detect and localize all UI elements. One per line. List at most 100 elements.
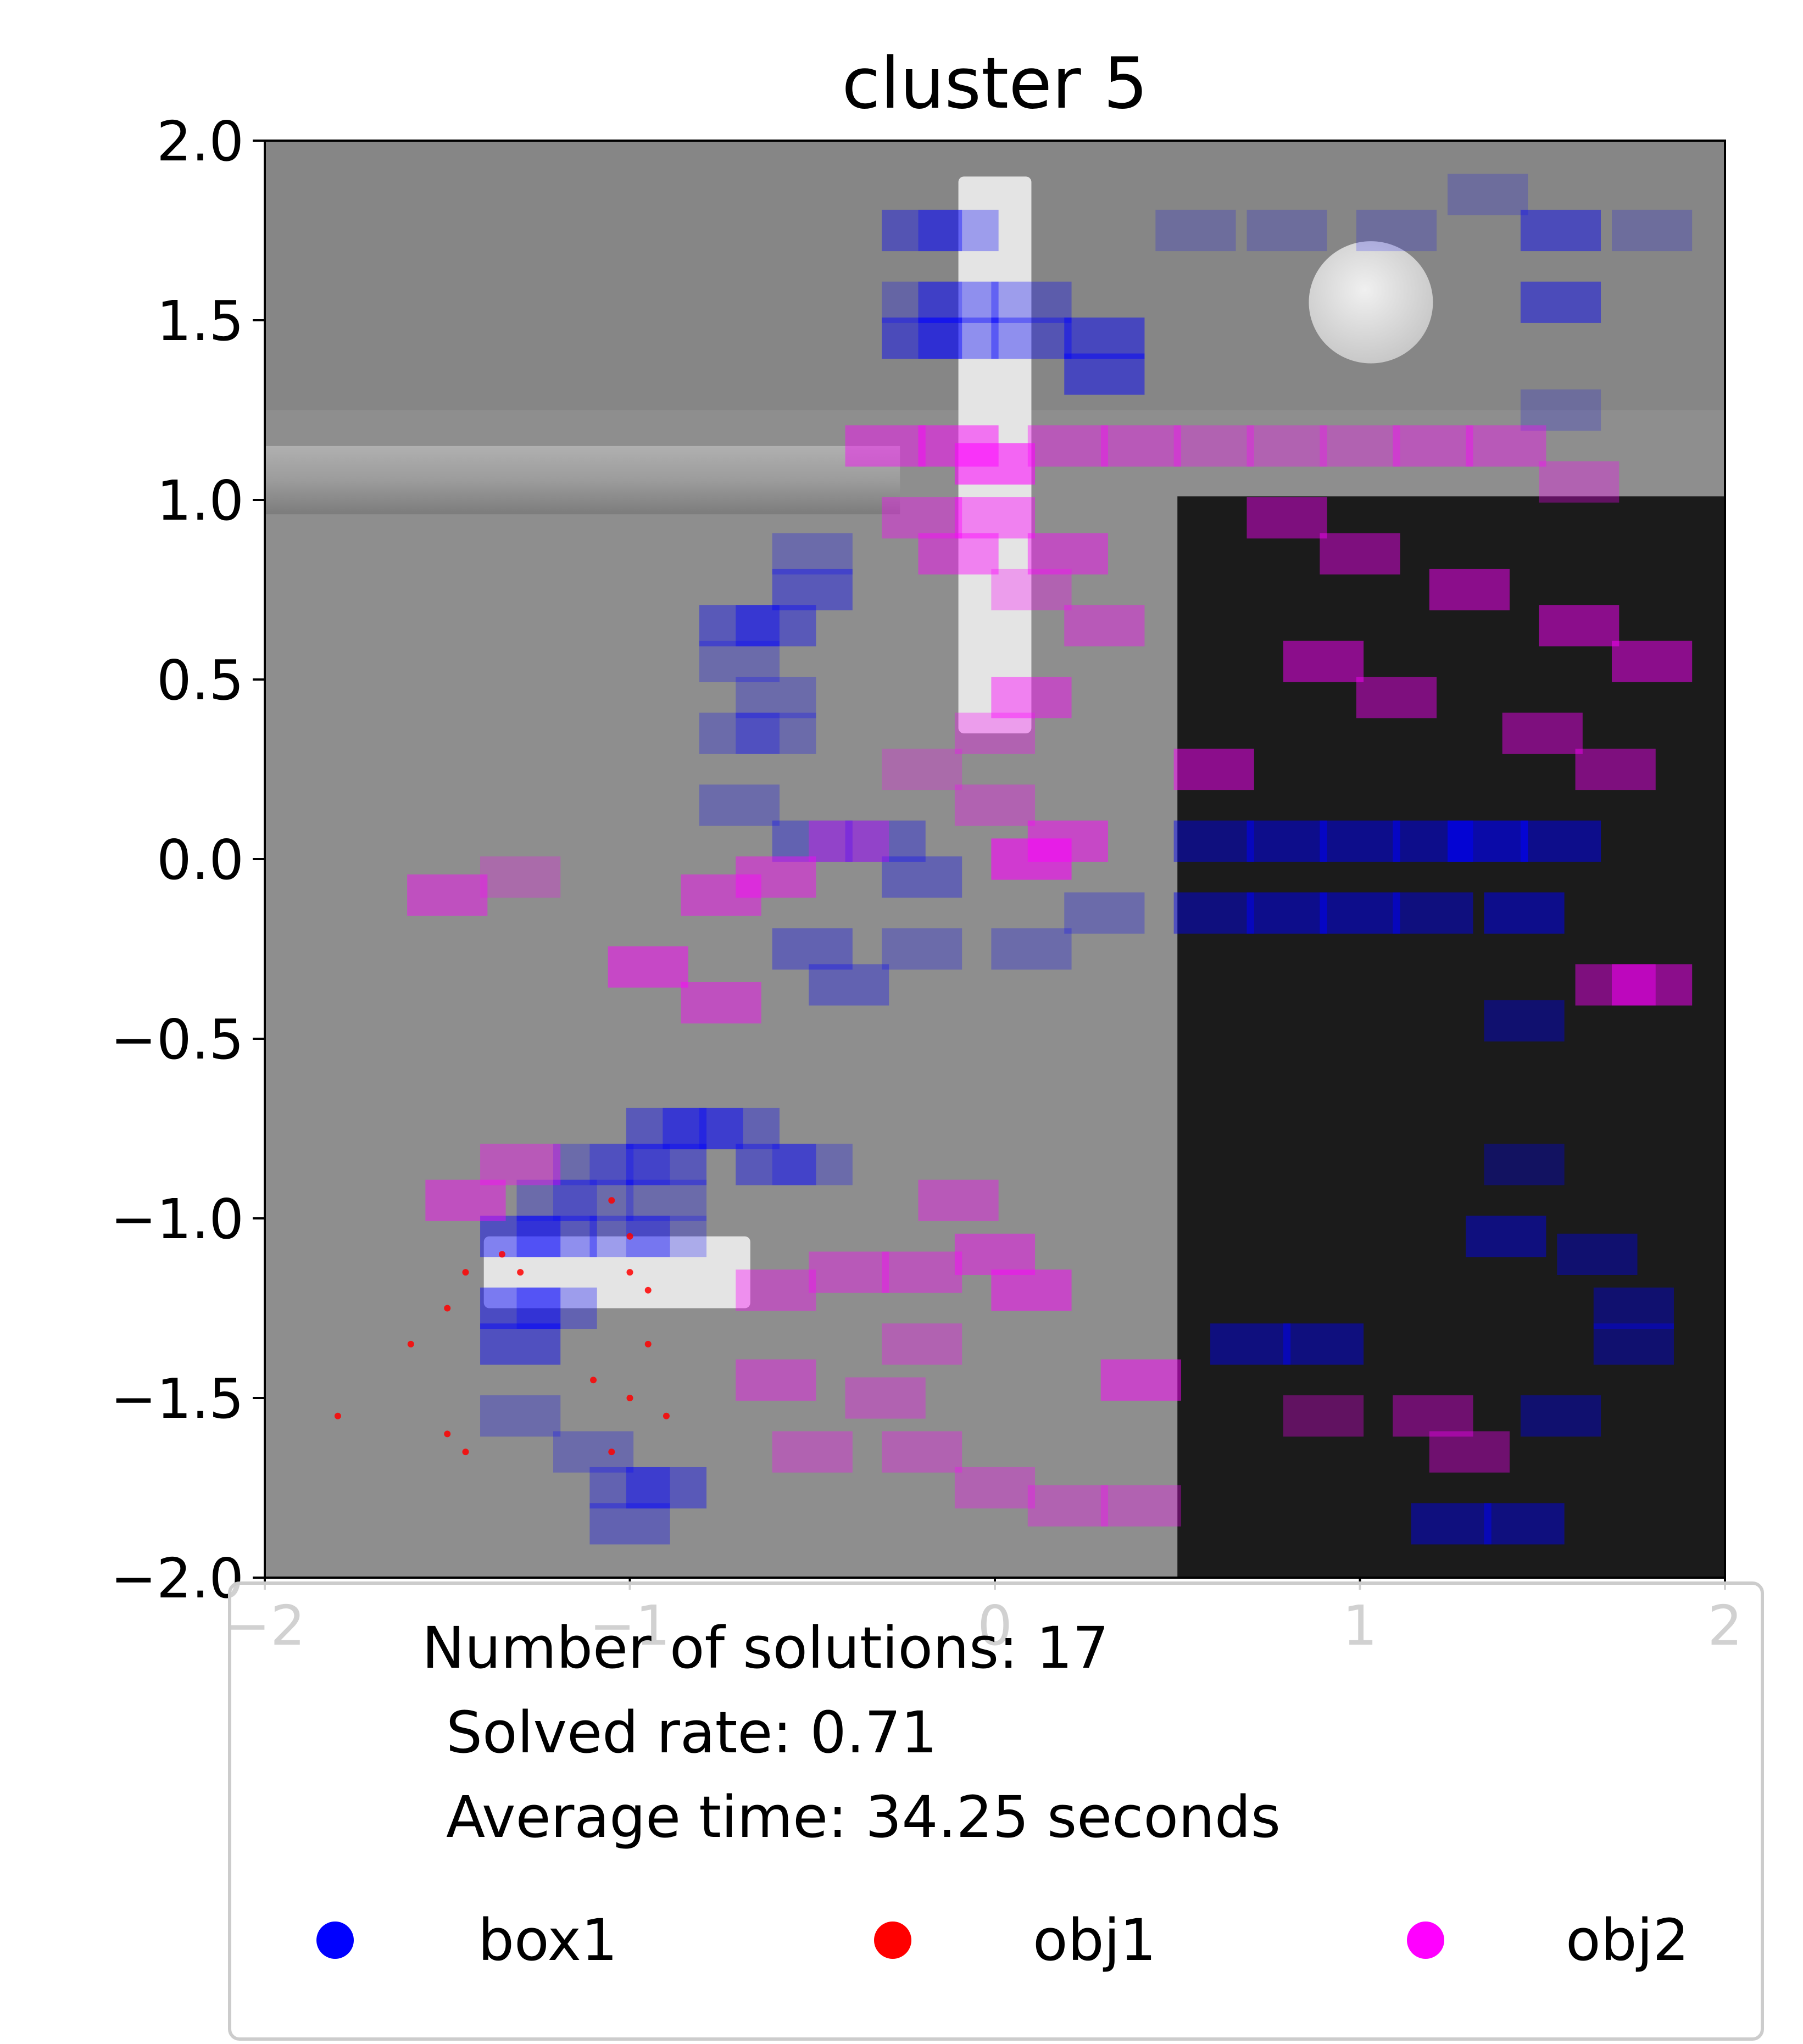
obj2-cell: [772, 1431, 853, 1473]
box1-cell: [1484, 1000, 1565, 1042]
box1-cell: [589, 1467, 670, 1509]
box1-cell: [772, 569, 853, 611]
box1-cell: [1520, 820, 1601, 862]
obj2-cell: [480, 856, 561, 898]
box1-cell: [991, 281, 1072, 323]
obj2-cell: [954, 1233, 1036, 1276]
legend-label-obj1: obj1: [1033, 1907, 1156, 1974]
obj2-cell: [991, 569, 1072, 611]
obj1-point: [626, 1269, 633, 1276]
obj2-cell: [1173, 748, 1254, 790]
box1-cell: [553, 1179, 634, 1221]
obj1-point: [462, 1449, 469, 1456]
obj2-cell: [1027, 1485, 1108, 1527]
legend-summary-line-1: Number of solutions: 17: [422, 1614, 1109, 1681]
series-box1: [480, 174, 1693, 1545]
obj1-point: [444, 1430, 451, 1438]
box1-cell: [516, 1216, 597, 1257]
box1-cell: [480, 1323, 561, 1365]
obj2-cell: [809, 820, 889, 862]
box1-cell: [918, 281, 999, 323]
obj2-cell: [736, 1359, 816, 1401]
y-tick-label: 1.0: [157, 469, 244, 533]
box1-cell: [1283, 1323, 1364, 1365]
obj2-cell: [882, 497, 962, 539]
box1-cell: [699, 784, 780, 826]
obj2-cell: [882, 748, 962, 790]
obj2-cell: [991, 677, 1072, 719]
box1-cell: [1484, 892, 1565, 934]
legend-summary-line-2: Solved rate: 0.71: [446, 1699, 937, 1766]
box1-cell: [626, 1107, 707, 1150]
obj2-cell: [681, 874, 761, 916]
legend-box: [228, 1581, 1764, 2041]
obj2-cell: [1027, 533, 1108, 575]
box1-cell: [1411, 1503, 1492, 1545]
legend-label-obj2: obj2: [1566, 1907, 1689, 1974]
box1-cell: [699, 605, 780, 647]
box1-cell: [589, 1503, 670, 1545]
legend-label-box1: box1: [478, 1907, 617, 1974]
box1-cell: [1447, 174, 1528, 215]
y-tick-label: −0.5: [110, 1007, 244, 1072]
obj1-point: [626, 1395, 633, 1401]
y-tick-label: 1.5: [157, 289, 244, 353]
obj2-cell: [1283, 641, 1364, 682]
box1-cell: [516, 1287, 597, 1329]
box1-cell: [772, 1144, 853, 1185]
obj1-point: [608, 1449, 615, 1456]
box1-cell: [699, 1107, 780, 1150]
obj2-cell: [1575, 964, 1656, 1006]
obj1-point: [334, 1412, 341, 1419]
box1-cell: [480, 1395, 561, 1437]
y-tick-label: −1.0: [110, 1187, 244, 1251]
obj2-cell: [918, 533, 999, 575]
box1-cell: [626, 1216, 707, 1257]
obj2-cell: [954, 712, 1036, 754]
box1-cell: [1520, 281, 1601, 323]
obj1-point: [663, 1412, 670, 1419]
obj2-cell: [918, 1179, 999, 1221]
box1-cell: [1520, 389, 1601, 431]
white-block: [483, 1236, 750, 1308]
obj2-cell: [845, 425, 926, 467]
obj1-point: [626, 1233, 633, 1240]
obj2-cell: [608, 946, 688, 988]
obj2-cell: [1466, 425, 1546, 467]
box1-cell: [736, 677, 816, 719]
box1-cell: [1064, 892, 1145, 934]
box1-cell: [626, 1144, 707, 1185]
box1-cell: [1320, 820, 1400, 862]
series-obj1: [334, 1197, 670, 1456]
box1-cell: [845, 820, 926, 862]
box1-cell: [1557, 1233, 1638, 1276]
obj2-cell: [1246, 497, 1327, 539]
legend-marker-obj1: [874, 1922, 911, 1959]
y-tick-label: 0.0: [157, 828, 244, 892]
box1-cell: [1484, 1144, 1565, 1185]
obj2-cell: [991, 1269, 1072, 1311]
obj2-cell: [1320, 533, 1400, 575]
box1-cell: [1173, 820, 1254, 862]
box1-cell: [918, 318, 999, 359]
obj1-point: [517, 1269, 524, 1276]
box1-cell: [1356, 209, 1437, 252]
obj2-cell: [1502, 712, 1583, 754]
box1-cell: [480, 1287, 561, 1329]
obj2-cell: [809, 1251, 889, 1293]
box1-cell: [1064, 318, 1145, 359]
box1-cell: [1593, 1323, 1674, 1365]
obj1-point: [498, 1251, 505, 1258]
obj2-cell: [991, 838, 1072, 880]
obj2-cell: [736, 856, 816, 898]
box1-cell: [1155, 209, 1236, 252]
box1-cell: [699, 712, 780, 754]
obj2-cell: [1539, 461, 1620, 503]
box1-cell: [991, 928, 1072, 970]
legend-summary-line-3: Average time: 34.25 seconds: [446, 1784, 1281, 1851]
y-tick-label: 2.0: [157, 109, 244, 174]
obj2-cell: [882, 1431, 962, 1473]
obj1-point: [644, 1286, 652, 1294]
box1-cell: [1210, 1323, 1291, 1365]
